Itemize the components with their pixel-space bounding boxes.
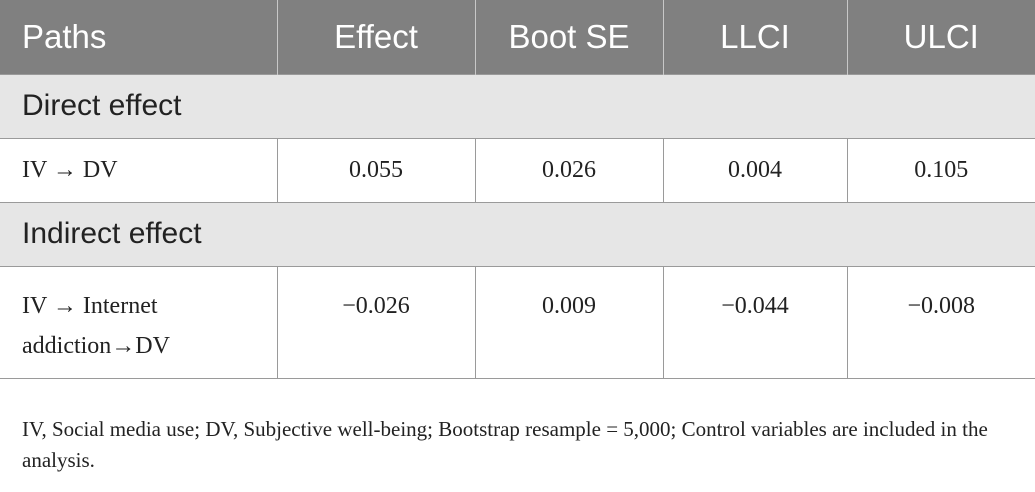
section-row-indirect: Indirect effect xyxy=(0,201,1035,267)
ulci-cell: −0.008 xyxy=(846,266,1035,379)
header-row: Paths Effect Boot SE LLCI ULCI xyxy=(0,0,1035,74)
header-ulci: ULCI xyxy=(846,0,1035,74)
effect-cell: 0.055 xyxy=(276,138,475,203)
header-paths: Paths xyxy=(22,17,107,55)
section-title-direct: Direct effect xyxy=(0,73,1035,139)
table-row: IV → DV 0.055 0.026 0.004 0.105 xyxy=(0,138,1035,203)
ulci-cell: 0.105 xyxy=(846,138,1035,203)
path-cell: IV → DV xyxy=(0,138,277,203)
header-effect: Effect xyxy=(276,0,475,74)
header-boot-se: Boot SE xyxy=(474,0,663,74)
boot-se-cell: 0.026 xyxy=(474,138,663,203)
table-footnote: IV, Social media use; DV, Subjective wel… xyxy=(22,417,988,472)
results-table: Paths Effect Boot SE LLCI ULCI Direct ef… xyxy=(0,0,1035,379)
path-text: IV → Internet addiction→DV xyxy=(22,292,170,359)
effect-cell: −0.026 xyxy=(276,266,475,379)
header-llci: LLCI xyxy=(662,0,847,74)
boot-se-cell: 0.009 xyxy=(474,266,663,379)
llci-cell: −0.044 xyxy=(662,266,847,379)
path-cell: IV → Internet addiction→DV xyxy=(0,266,277,379)
section-row-direct: Direct effect xyxy=(0,73,1035,139)
section-title-indirect: Indirect effect xyxy=(0,201,1035,267)
table-row: IV → Internet addiction→DV −0.026 0.009 … xyxy=(0,266,1035,379)
llci-cell: 0.004 xyxy=(662,138,847,203)
